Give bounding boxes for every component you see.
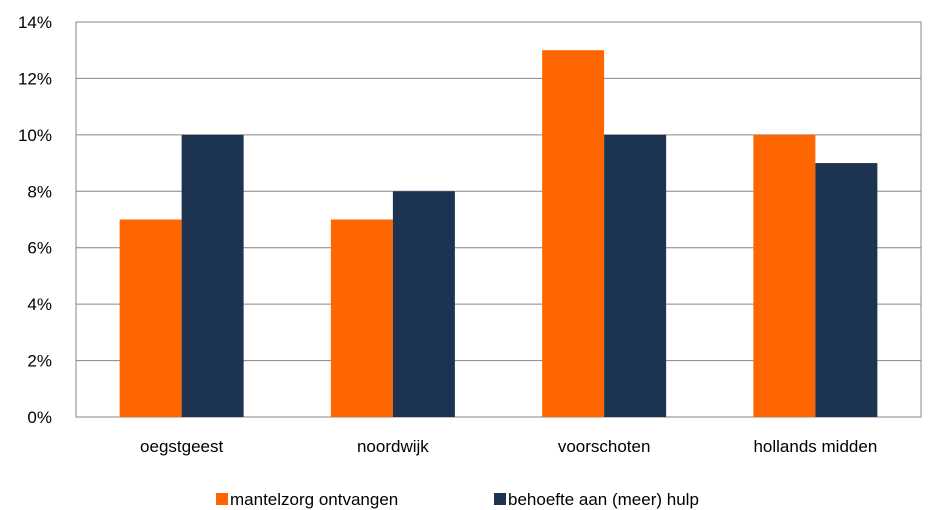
y-tick-label: 4%	[27, 295, 52, 314]
bar	[393, 191, 455, 417]
legend-swatch	[494, 493, 506, 505]
x-axis-labels: oegstgeest noordwijk voorschoten hollands m…	[140, 437, 877, 456]
x-tick-label: oegstgeest	[140, 437, 223, 456]
legend-label: behoefte aan (meer) hulp	[508, 490, 699, 509]
y-tick-label: 12%	[18, 69, 52, 88]
y-tick-label: 2%	[27, 352, 52, 371]
bar	[604, 135, 666, 417]
legend: mantelzorg ontvangen behoefte aan (meer) …	[216, 490, 699, 509]
y-tick-label: 8%	[27, 182, 52, 201]
bar	[182, 135, 244, 417]
legend-label: mantelzorg ontvangen	[230, 490, 398, 509]
y-tick-label: 14%	[18, 13, 52, 32]
y-axis-ticks: 0% 2% 4% 6% 8% 10% 12% 14%	[18, 13, 52, 427]
bar	[331, 220, 393, 418]
bar	[542, 50, 604, 417]
legend-swatch	[216, 493, 228, 505]
x-tick-label: voorschoten	[558, 437, 651, 456]
bar	[753, 135, 815, 417]
bar	[120, 220, 182, 418]
bar	[815, 163, 877, 417]
x-tick-label: noordwijk	[357, 437, 429, 456]
y-tick-label: 6%	[27, 239, 52, 258]
x-tick-label: hollands midden	[753, 437, 877, 456]
bars	[120, 50, 878, 417]
y-tick-label: 10%	[18, 126, 52, 145]
y-tick-label: 0%	[27, 408, 52, 427]
